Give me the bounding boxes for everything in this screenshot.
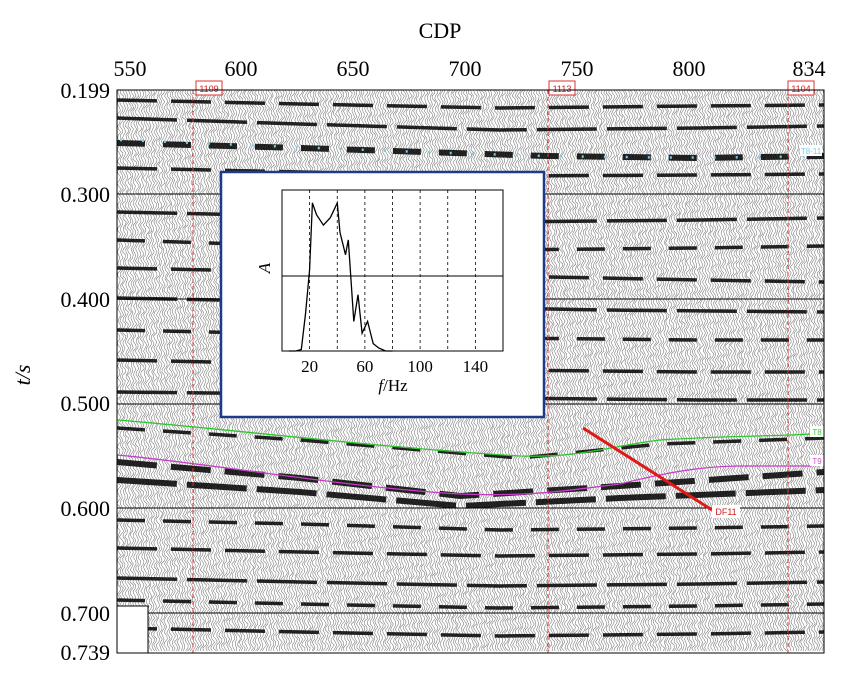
y-tick-label: 0.500 — [61, 391, 111, 416]
inset-x-tick-label: 140 — [463, 357, 489, 376]
well-marker: 1109 — [195, 80, 223, 96]
well-markers: 1109 1113 1104 — [195, 80, 815, 96]
svg-text:1104: 1104 — [791, 84, 810, 94]
y-tick-label: 0.300 — [61, 182, 111, 207]
y-axis-title: t/s — [10, 365, 35, 386]
horizon-t9 — [116, 454, 812, 496]
spectrum-series-line — [288, 200, 393, 352]
horizon-label-t8: T8 — [812, 428, 822, 437]
y-tick-labels: 0.199 0.300 0.400 0.500 0.600 0.700 0.73… — [61, 78, 111, 665]
inset-x-ticks: 20 60 100 140 — [301, 357, 488, 376]
inset-x-tick-label: 20 — [301, 357, 318, 376]
svg-text:DF11: DF11 — [715, 507, 736, 517]
svg-text:1109: 1109 — [199, 84, 218, 94]
fault-line-df11 — [582, 426, 713, 512]
y-tick-label: 0.600 — [61, 496, 111, 521]
inset-frame — [219, 170, 546, 419]
horizon-labels: T8-11 T8 T9 — [800, 145, 824, 466]
y-tick-label: 0.199 — [61, 78, 111, 103]
x-tick-label: 834 — [793, 56, 826, 81]
x-tick-labels: 550 600 650 700 750 800 834 — [114, 56, 826, 81]
spectrum-inset: 20 60 100 140 A f/Hz — [219, 170, 546, 419]
x-tick-label: 700 — [449, 56, 482, 81]
fault-label: DF11 — [712, 505, 740, 518]
horizon-label-t8-11: T8-11 — [801, 147, 822, 156]
y-tick-label: 0.700 — [61, 601, 111, 626]
inset-y-label: A — [255, 262, 274, 274]
x-tick-label: 550 — [114, 56, 147, 81]
section-frame — [116, 89, 825, 654]
horizon-t8 — [116, 419, 813, 457]
svg-text:1113: 1113 — [553, 84, 572, 94]
blank-corner — [116, 605, 149, 654]
inset-x-tick-label: 60 — [356, 357, 373, 376]
well-lines — [192, 90, 789, 653]
x-tick-label: 750 — [561, 56, 594, 81]
y-tick-label: 0.400 — [61, 287, 111, 312]
top-axis-title: CDP — [419, 18, 462, 43]
well-marker: 1104 — [787, 80, 815, 96]
inset-x-label: f/Hz — [378, 376, 408, 395]
x-tick-label: 800 — [673, 56, 706, 81]
horizon-label-t9: T9 — [812, 457, 822, 466]
x-tick-label: 600 — [225, 56, 258, 81]
x-tick-label: 650 — [337, 56, 370, 81]
inset-gridlines — [309, 190, 476, 351]
well-marker: 1113 — [548, 80, 576, 96]
inset-x-tick-label: 100 — [407, 357, 433, 376]
y-tick-label: 0.739 — [61, 640, 111, 665]
